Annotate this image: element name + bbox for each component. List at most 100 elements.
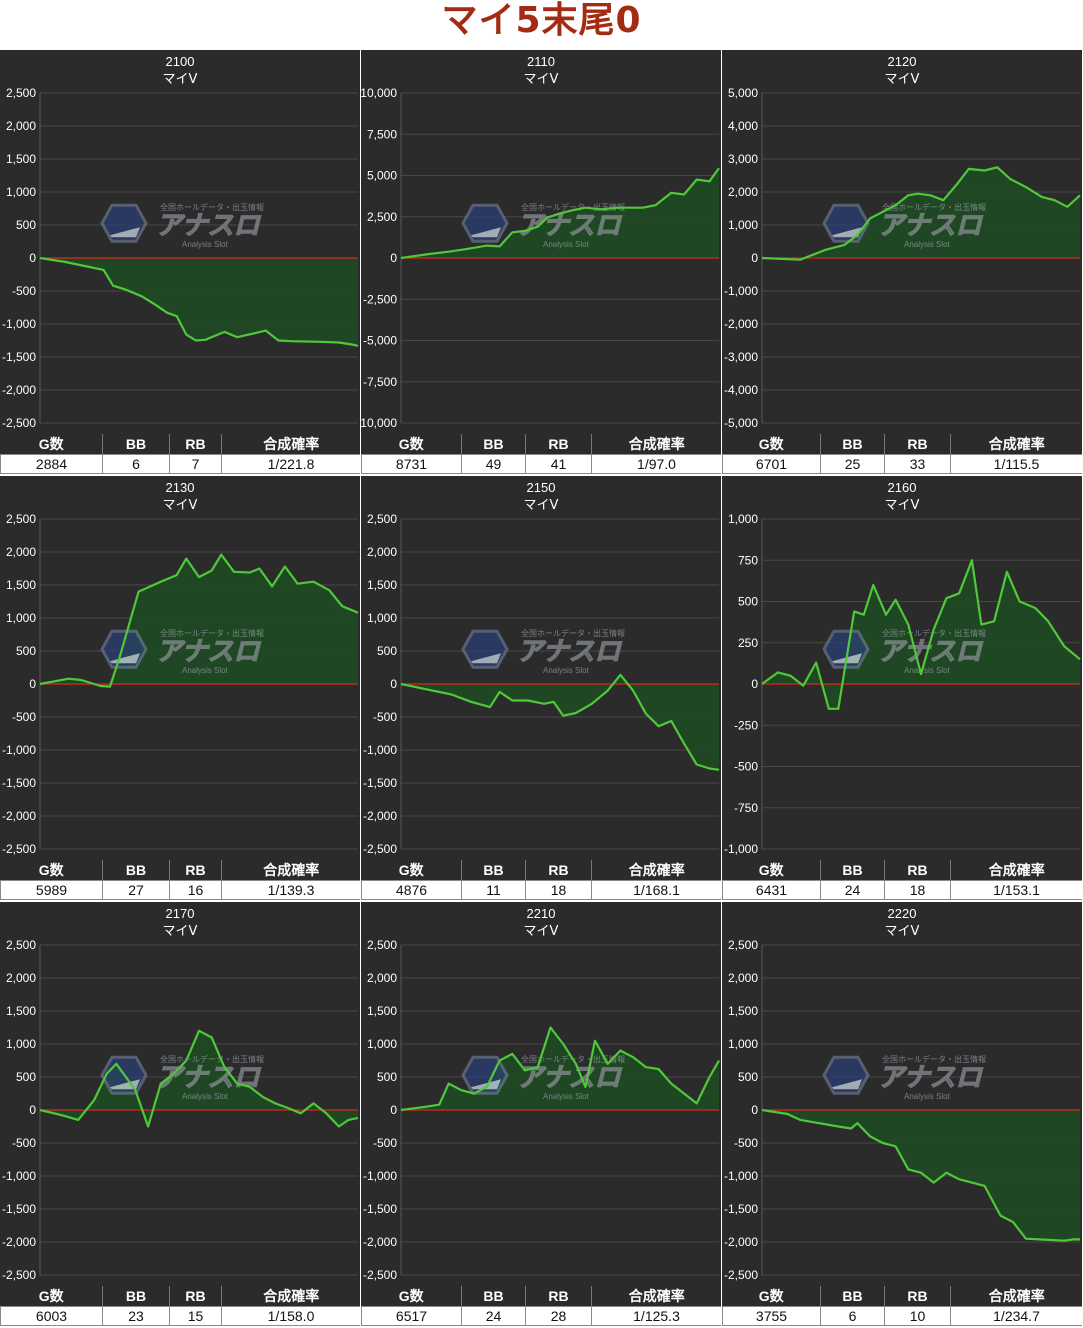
y-tick-label: -7,500 <box>363 375 397 389</box>
y-tick-label: 2,500 <box>367 938 397 952</box>
chart-panel: 2100 マイV 2,500 2,000 1,500 1,000 500 0 -500 -1,00… <box>0 50 360 474</box>
stat-rb: 18 <box>525 880 592 900</box>
chart-title: 2120 <box>888 54 917 69</box>
table-row: 2884 6 7 1/221.8 <box>0 454 360 474</box>
y-tick-label: 750 <box>738 553 758 567</box>
y-tick-label: 0 <box>390 251 397 265</box>
y-tick-label: 10,000 <box>361 86 397 100</box>
stat-rate: 1/125.3 <box>591 1306 721 1326</box>
column-header: RB <box>884 1286 951 1307</box>
area-chart: 2150 マイV 2,500 2,000 1,500 1,000 500 0 -500 -1,00… <box>363 480 720 856</box>
column-header: RB <box>169 434 222 455</box>
stat-bb: 49 <box>461 454 526 474</box>
column-header: BB <box>820 434 885 455</box>
y-tick-label: 0 <box>751 251 758 265</box>
stats-table: G数 BB RB 合成確率 8731 49 41 1/97.0 <box>361 434 721 474</box>
table-row: 3755 6 10 1/234.7 <box>722 1306 1082 1326</box>
area-chart: 2100 マイV 2,500 2,000 1,500 1,000 500 0 -500 -1,00… <box>2 54 359 430</box>
y-tick-label: -2,000 <box>2 383 36 397</box>
watermark-sub-text: Analysis Slot <box>182 666 229 675</box>
y-tick-label: 1,500 <box>6 578 36 592</box>
chart-subtitle: マイV <box>163 72 198 87</box>
y-tick-label: -2,500 <box>363 292 397 306</box>
table-header-row: G数 BB RB 合成確率 <box>361 1286 721 1307</box>
stat-games: 5989 <box>0 880 103 900</box>
watermark-top-text: 全国ホールデータ・出玉情報 <box>160 628 264 638</box>
stats-table: G数 BB RB 合成確率 6431 24 18 1/153.1 <box>722 860 1082 900</box>
stat-games: 3755 <box>722 1306 821 1326</box>
watermark-main-text: アナスロ <box>517 637 622 667</box>
chart-title: 2110 <box>527 54 555 69</box>
logo-stripe-icon <box>471 227 501 238</box>
chart-panel: 2110 マイV 10,000 7,500 5,000 2,500 0 -2,500 -5,00… <box>361 50 721 474</box>
y-tick-label: -500 <box>12 710 36 724</box>
column-header: 合成確率 <box>950 860 1082 881</box>
y-tick-label: 500 <box>16 218 36 232</box>
y-tick-label: 500 <box>16 1070 36 1084</box>
table-row: 6431 24 18 1/153.1 <box>722 880 1082 900</box>
y-tick-label: 1,000 <box>367 1037 397 1051</box>
logo-stripe-icon <box>471 1079 501 1090</box>
y-tick-label: 1,000 <box>6 611 36 625</box>
y-tick-label: -5,000 <box>363 334 397 348</box>
column-header: G数 <box>0 1286 103 1307</box>
column-header: 合成確率 <box>591 860 721 881</box>
table-row: 5989 27 16 1/139.3 <box>0 880 360 900</box>
column-header: G数 <box>361 1286 462 1307</box>
y-tick-label: -5,000 <box>724 416 758 430</box>
column-header: 合成確率 <box>950 434 1082 455</box>
watermark-sub-text: Analysis Slot <box>182 1092 229 1101</box>
series-line <box>400 1026 720 1112</box>
table-header-row: G数 BB RB 合成確率 <box>361 860 721 881</box>
chart-title: 2220 <box>888 906 917 921</box>
column-header: BB <box>102 1286 170 1307</box>
y-tick-label: -500 <box>373 710 397 724</box>
y-tick-label: -750 <box>734 801 758 815</box>
series-line <box>39 256 359 347</box>
chart-panel: 2220 マイV 2,500 2,000 1,500 1,000 500 0 -500 -1,00… <box>722 902 1082 1326</box>
stat-rb: 28 <box>525 1306 592 1326</box>
column-header: 合成確率 <box>221 434 360 455</box>
y-tick-label: 0 <box>29 677 36 691</box>
stat-games: 6003 <box>0 1306 103 1326</box>
area-chart: 2170 マイV 2,500 2,000 1,500 1,000 500 0 -500 -1,00… <box>2 906 359 1282</box>
y-tick-label: 0 <box>29 251 36 265</box>
y-tick-label: 1,500 <box>367 1004 397 1018</box>
stat-rate: 1/139.3 <box>221 880 360 900</box>
chart-subtitle: マイV <box>885 72 920 87</box>
y-tick-label: 1,000 <box>728 1037 758 1051</box>
column-header: RB <box>525 860 592 881</box>
y-tick-label: 2,000 <box>6 545 36 559</box>
y-tick-label: -250 <box>734 718 758 732</box>
watermark-main-text: アナスロ <box>878 211 983 241</box>
logo-stripe-icon <box>832 1079 862 1090</box>
y-tick-label: 0 <box>29 1103 36 1117</box>
chart-subtitle: マイV <box>524 72 559 87</box>
stat-bb: 27 <box>102 880 170 900</box>
series-line <box>400 673 720 771</box>
stat-rb: 41 <box>525 454 592 474</box>
area-chart: 2120 マイV 5,000 4,000 3,000 2,000 1,000 0 -1,000 -… <box>724 54 1081 430</box>
stat-rate: 1/97.0 <box>591 454 721 474</box>
watermark-top-text: 全国ホールデータ・出玉情報 <box>521 628 625 638</box>
y-tick-label: 1,500 <box>728 1004 758 1018</box>
stat-games: 6701 <box>722 454 821 474</box>
y-tick-label: -4,000 <box>724 383 758 397</box>
stats-table: G数 BB RB 合成確率 6517 24 28 1/125.3 <box>361 1286 721 1326</box>
y-tick-label: -1,000 <box>724 1169 758 1183</box>
watermark-sub-text: Analysis Slot <box>543 666 590 675</box>
y-tick-label: 0 <box>390 677 397 691</box>
chart-title: 2160 <box>888 480 917 495</box>
stat-bb: 24 <box>461 1306 526 1326</box>
y-tick-label: 4,000 <box>728 119 758 133</box>
chart-panel: 2170 マイV 2,500 2,000 1,500 1,000 500 0 -500 -1,00… <box>0 902 360 1326</box>
area-chart: 2160 マイV 1,000 750 500 250 0 -250 -500 -750 -1,000… <box>724 480 1081 856</box>
y-tick-label: 500 <box>377 644 397 658</box>
stat-rb: 16 <box>169 880 222 900</box>
watermark-main-text: アナスロ <box>517 1063 622 1093</box>
table-row: 4876 11 18 1/168.1 <box>361 880 721 900</box>
